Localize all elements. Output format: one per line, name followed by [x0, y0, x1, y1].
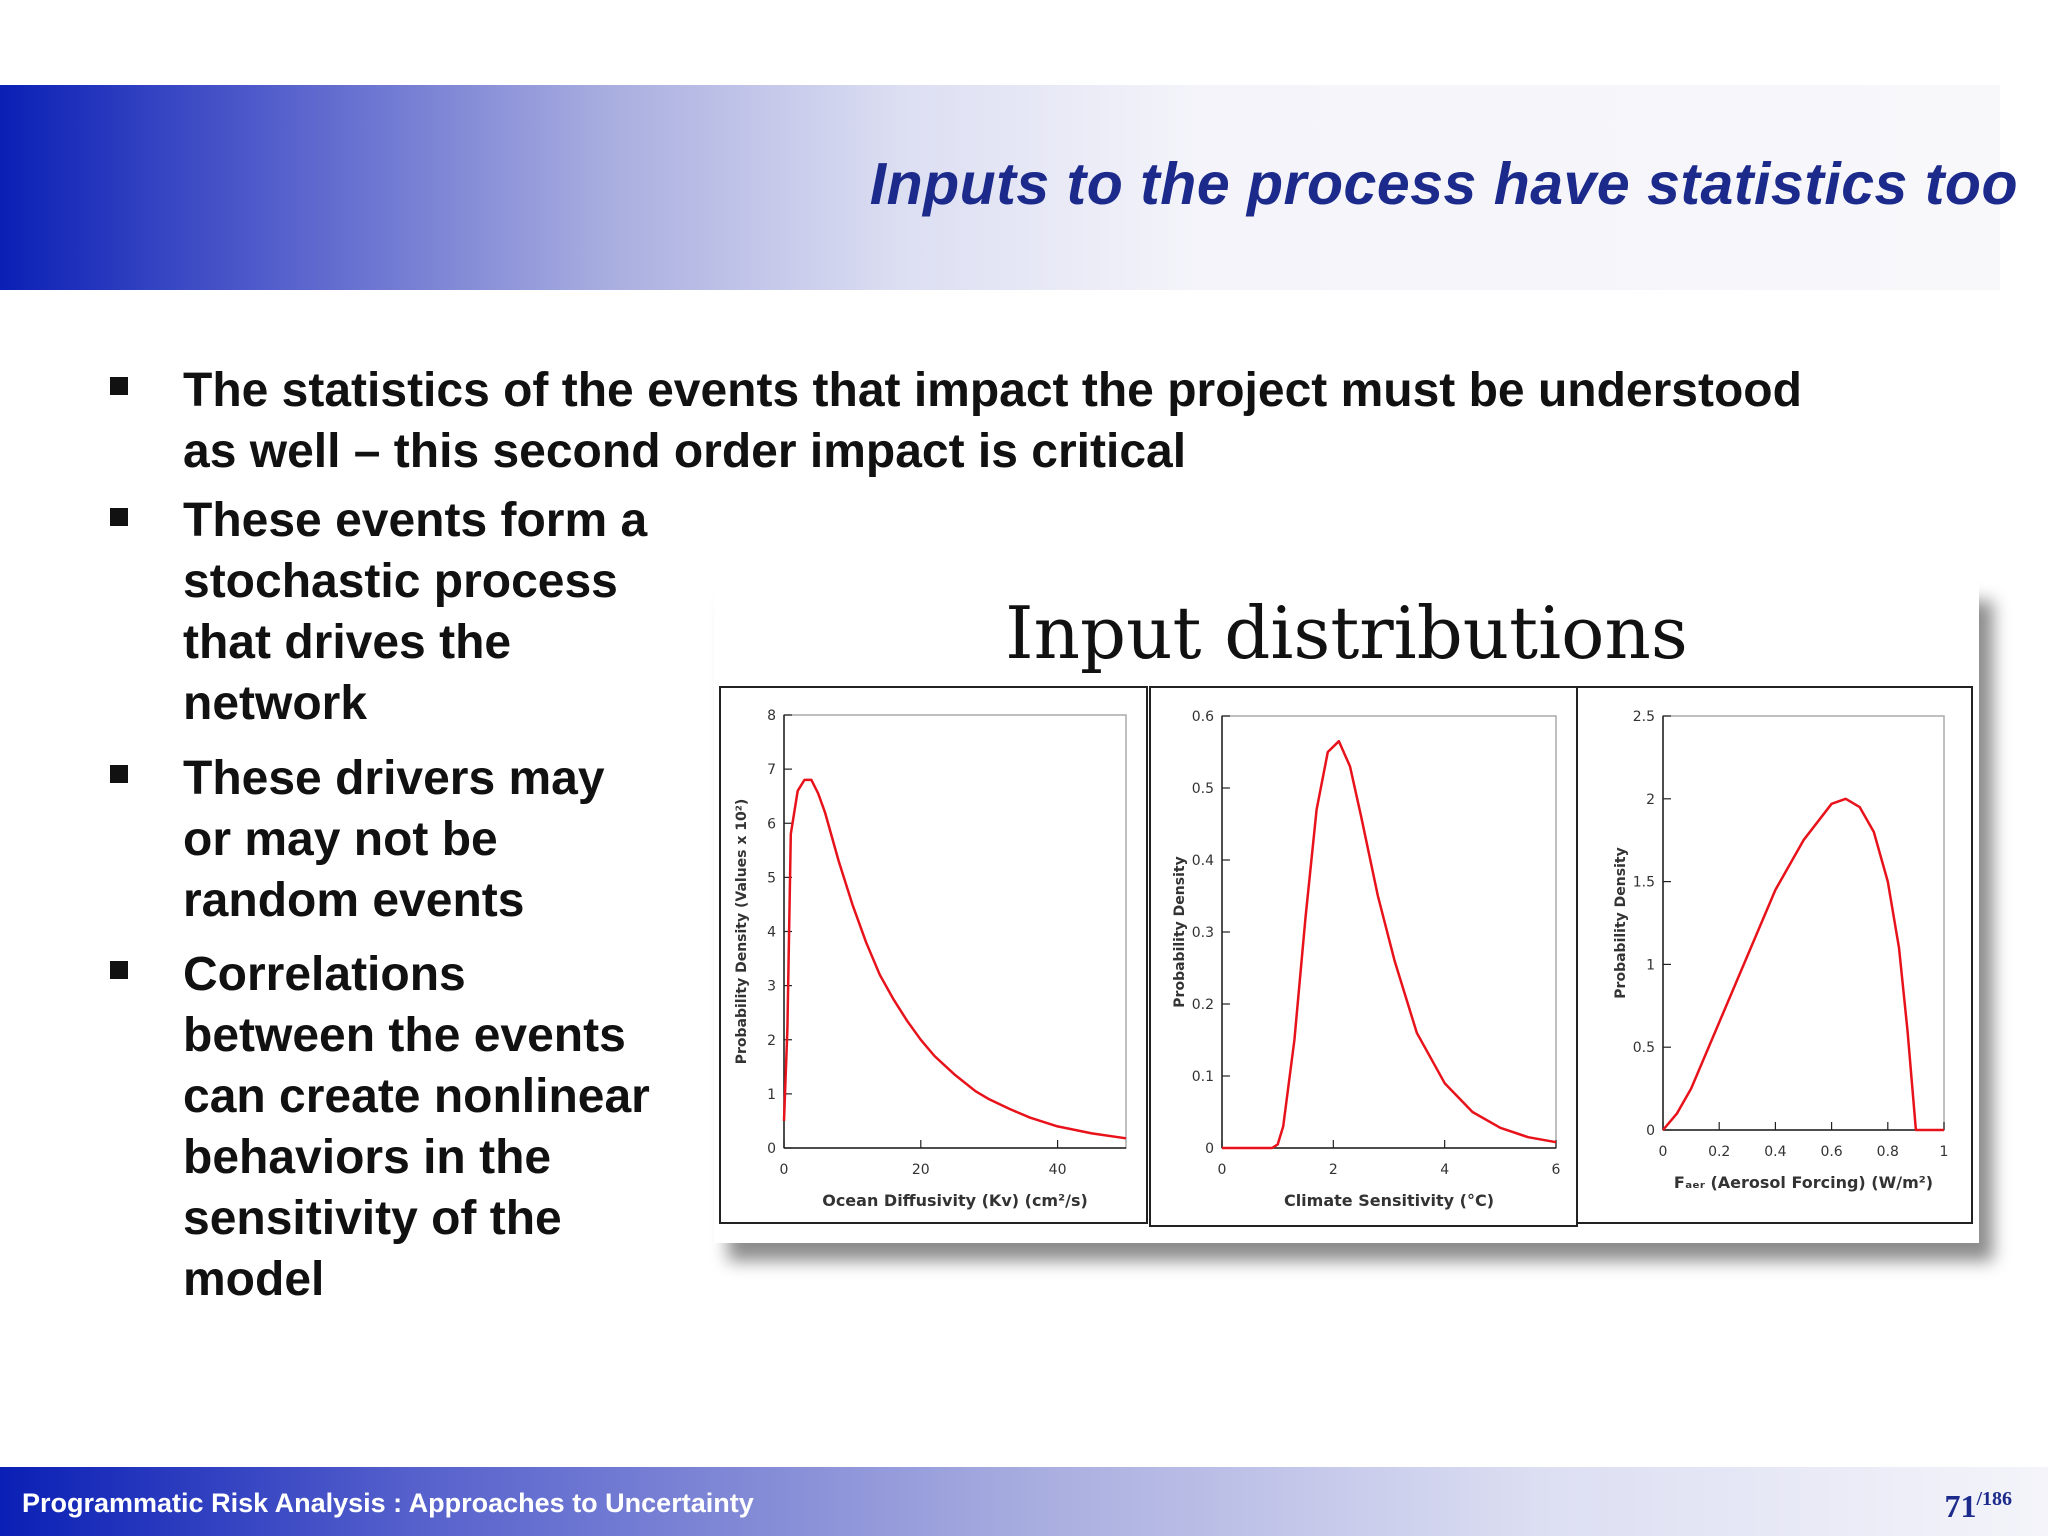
- chart-1-y-tick-label: 4: [767, 925, 776, 941]
- chart-1-y-tick-label: 5: [767, 870, 776, 886]
- chart-1-y-tick-label: 6: [767, 816, 776, 832]
- chart-3-y-tick-label: 0.5: [1633, 1040, 1655, 1056]
- chart-2-y-tick-label: 0: [1205, 1141, 1214, 1157]
- input-distributions-figure: Input distributions 0 1 2 3 4 5 6 7 8 0 20 40 Ocean …: [714, 583, 1979, 1243]
- bullet-marker: [110, 961, 128, 979]
- bullet-4-line-1: Correlations: [183, 948, 466, 1001]
- bullet-4-line-6: model: [183, 1253, 325, 1306]
- chart-3-x-tick-label: 0.6: [1820, 1144, 1842, 1160]
- chart-3-y-label: Probability Density: [1613, 847, 1629, 998]
- bullet-3-line-2: or may not be: [183, 813, 498, 866]
- chart-2-y-tick-label: 0.4: [1192, 853, 1214, 869]
- chart-2-y-tick-label: 0.6: [1192, 709, 1214, 725]
- chart-3-x-label: Fₐₑᵣ (Aerosol Forcing) (W/m²): [1674, 1173, 1933, 1192]
- chart-2-y-tick-label: 0.2: [1192, 997, 1214, 1013]
- chart-2-y-tick-label: 0.5: [1192, 781, 1214, 797]
- chart-1-y-tick-label: 0: [767, 1141, 776, 1157]
- header-band: [0, 85, 2000, 290]
- chart-2-frame: [1149, 686, 1578, 1227]
- bullet-2-line-2: stochastic process: [183, 555, 618, 608]
- chart-2-y-tick-label: 0.3: [1192, 925, 1214, 941]
- page-total: /186: [1976, 1488, 2012, 1510]
- bullet-1-line-1: The statistics of the events that impact…: [183, 364, 1802, 417]
- chart-1-x-tick-label: 0: [780, 1162, 789, 1178]
- bullet-4-line-3: can create nonlinear: [183, 1070, 650, 1123]
- chart-1-y-tick-label: 1: [767, 1087, 776, 1103]
- chart-2-x-tick-label: 4: [1440, 1162, 1449, 1178]
- bullet-marker: [110, 508, 128, 526]
- chart-3-y-tick-label: 1: [1646, 957, 1655, 973]
- chart-3-y-tick-label: 2: [1646, 792, 1655, 808]
- chart-3-y-tick-label: 2.5: [1633, 709, 1655, 725]
- chart-3-frame: [1576, 686, 1973, 1224]
- chart-2-x-label: Climate Sensitivity (°C): [1284, 1191, 1494, 1210]
- chart-3-x-tick-label: 0.8: [1877, 1144, 1899, 1160]
- chart-3-y-tick-label: 1.5: [1633, 875, 1655, 891]
- chart-1-frame: [719, 686, 1148, 1224]
- bullet-1: The statistics of the events that impact…: [183, 360, 1802, 482]
- chart-3-density-curve: [1662, 797, 1944, 1132]
- chart-2-y-tick-label: 0.1: [1192, 1069, 1214, 1085]
- bullet-marker: [110, 377, 128, 395]
- bullet-4-line-2: between the events: [183, 1009, 626, 1062]
- bullet-4-line-5: sensitivity of the: [183, 1192, 562, 1245]
- chart-1-y-label: Probability Density (Values x 10²): [734, 799, 750, 1065]
- footer-band: [0, 1467, 2048, 1536]
- chart-3-y-tick-label: 0: [1646, 1123, 1655, 1139]
- bullet-marker: [110, 765, 128, 783]
- chart-3-x-tick-label: 0.4: [1764, 1144, 1786, 1160]
- chart-1-x-tick-label: 20: [912, 1162, 930, 1178]
- bullet-4: Correlations between the events can crea…: [183, 944, 650, 1310]
- chart-3-x-tick-label: 0: [1659, 1144, 1668, 1160]
- chart-1-x-label: Ocean Diffusivity (Kv) (cm²/s): [822, 1191, 1088, 1210]
- bullet-1-line-2: as well – this second order impact is cr…: [183, 425, 1187, 478]
- chart-1-y-tick-label: 2: [767, 1033, 776, 1049]
- bullet-3-line-1: These drivers may: [183, 752, 605, 805]
- chart-2-x-tick-label: 2: [1329, 1162, 1338, 1178]
- bullet-2-line-1: These events form a: [183, 494, 648, 547]
- chart-2-x-tick-label: 6: [1552, 1162, 1561, 1178]
- chart-2-y-label: Probability Density: [1172, 856, 1188, 1007]
- bullet-2-line-4: network: [183, 677, 368, 730]
- page-current: 71: [1944, 1488, 1977, 1524]
- bullet-3: These drivers may or may not be random e…: [183, 748, 605, 931]
- chart-3-x-tick-label: 0.2: [1708, 1144, 1730, 1160]
- chart-1-density-curve: [782, 778, 1127, 1140]
- slide-title: Inputs to the process have statistics to…: [869, 151, 2018, 217]
- bullet-2: These events form a stochastic process t…: [183, 490, 647, 734]
- footer-text: Programmatic Risk Analysis : Approaches …: [22, 1488, 754, 1518]
- chart-1-y-tick-label: 3: [767, 979, 776, 995]
- page-number: 71/186: [1944, 1488, 2012, 1525]
- chart-1-y-tick-label: 7: [767, 762, 776, 778]
- bullet-4-line-4: behaviors in the: [183, 1131, 552, 1184]
- bullet-2-line-3: that drives the: [183, 616, 512, 669]
- chart-1-y-tick-label: 8: [767, 708, 776, 724]
- bullet-3-line-3: random events: [183, 874, 525, 927]
- chart-2-density-curve: [1222, 739, 1557, 1150]
- chart-1-x-tick-label: 40: [1049, 1162, 1067, 1178]
- chart-2-x-tick-label: 0: [1218, 1162, 1227, 1178]
- figure-title: Input distributions: [1005, 591, 1688, 675]
- chart-3-x-tick-label: 1: [1940, 1144, 1949, 1160]
